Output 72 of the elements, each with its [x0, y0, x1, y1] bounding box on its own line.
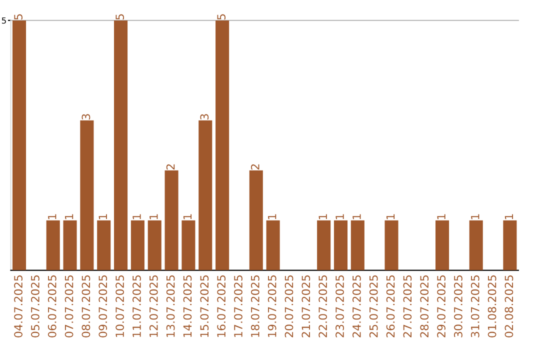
bar: [503, 220, 517, 270]
data-label: 2: [250, 164, 260, 170]
x-tick-label: 14.07.2025: [183, 275, 192, 337]
x-tick-label: 26.07.2025: [386, 275, 395, 338]
bar: [97, 220, 111, 270]
data-label: 1: [471, 214, 480, 220]
data-label: 1: [318, 214, 327, 220]
x-tick-label: 28.07.2025: [420, 275, 429, 338]
x-tick-label: 18.07.2025: [250, 275, 260, 337]
x-tick-label: 30.07.2025: [454, 275, 462, 338]
bar: [350, 220, 364, 270]
x-tick-label: 15.07.2025: [200, 275, 209, 337]
x-tick-label: 27.07.2025: [403, 275, 412, 338]
bar: [334, 220, 348, 270]
x-tick-label: 11.07.2025: [132, 275, 141, 337]
bar: [12, 20, 26, 270]
data-label: 1: [386, 214, 395, 220]
data-label: 2: [166, 164, 175, 170]
data-label: 1: [98, 214, 107, 220]
bar: [148, 220, 162, 270]
bar: [63, 220, 77, 270]
bar: [384, 220, 398, 270]
x-tick-label: 02.08.2025: [504, 275, 514, 338]
x-tick-label: 19.07.2025: [268, 275, 276, 337]
x-tick-label: 21.07.2025: [302, 275, 310, 338]
data-label: 5: [14, 14, 22, 20]
bar: [80, 120, 94, 270]
bar: [130, 220, 144, 270]
bar: [46, 220, 60, 270]
x-tick-label: 31.07.2025: [470, 275, 480, 338]
x-tick-label: 17.07.2025: [234, 275, 242, 337]
data-label: 1: [352, 214, 361, 220]
x-tick-label: 24.07.2025: [352, 275, 361, 338]
x-tick-label: 09.07.2025: [98, 275, 108, 338]
data-label: 1: [150, 214, 158, 220]
bar: [182, 220, 196, 270]
data-label: 1: [132, 214, 141, 220]
x-tick-label: 23.07.2025: [336, 275, 344, 338]
bar: [435, 220, 450, 270]
x-tick-label: 25.07.2025: [369, 275, 378, 338]
bar: [164, 170, 178, 270]
data-label: 1: [48, 214, 56, 220]
x-tick-label: 01.08.2025: [488, 275, 496, 338]
x-tick-label: 13.07.2025: [166, 275, 175, 337]
data-label: 1: [64, 214, 74, 220]
bar: [469, 220, 483, 270]
x-tick-label: 29.07.2025: [437, 275, 446, 338]
data-label: 1: [437, 214, 446, 220]
data-label: 1: [268, 214, 276, 220]
bar: [249, 170, 263, 270]
x-tick-label: 10.07.2025: [116, 275, 124, 337]
data-label: 1: [336, 214, 344, 220]
x-tick-label: 12.07.2025: [149, 275, 158, 337]
data-label: 5: [217, 14, 226, 20]
bar: [114, 20, 128, 270]
x-tick-label: 06.07.2025: [48, 275, 56, 338]
data-label: 3: [82, 114, 90, 120]
x-tick-label: 08.07.2025: [82, 275, 90, 338]
bar: [216, 20, 230, 270]
bar: [266, 220, 280, 270]
x-tick-label: 16.07.2025: [217, 275, 226, 337]
x-tick-label: 22.07.2025: [318, 275, 328, 338]
x-tick-label: 07.07.2025: [64, 275, 74, 338]
x-tick-label: 20.07.2025: [284, 275, 294, 338]
bar: [317, 220, 331, 270]
data-label: 1: [504, 214, 514, 220]
data-label: 1: [183, 214, 192, 220]
data-label: 5: [116, 14, 124, 20]
data-label: 3: [200, 114, 209, 120]
bar: [198, 120, 212, 270]
x-tick-label: 04.07.2025: [14, 275, 22, 338]
x-tick-label: 05.07.2025: [31, 275, 40, 338]
